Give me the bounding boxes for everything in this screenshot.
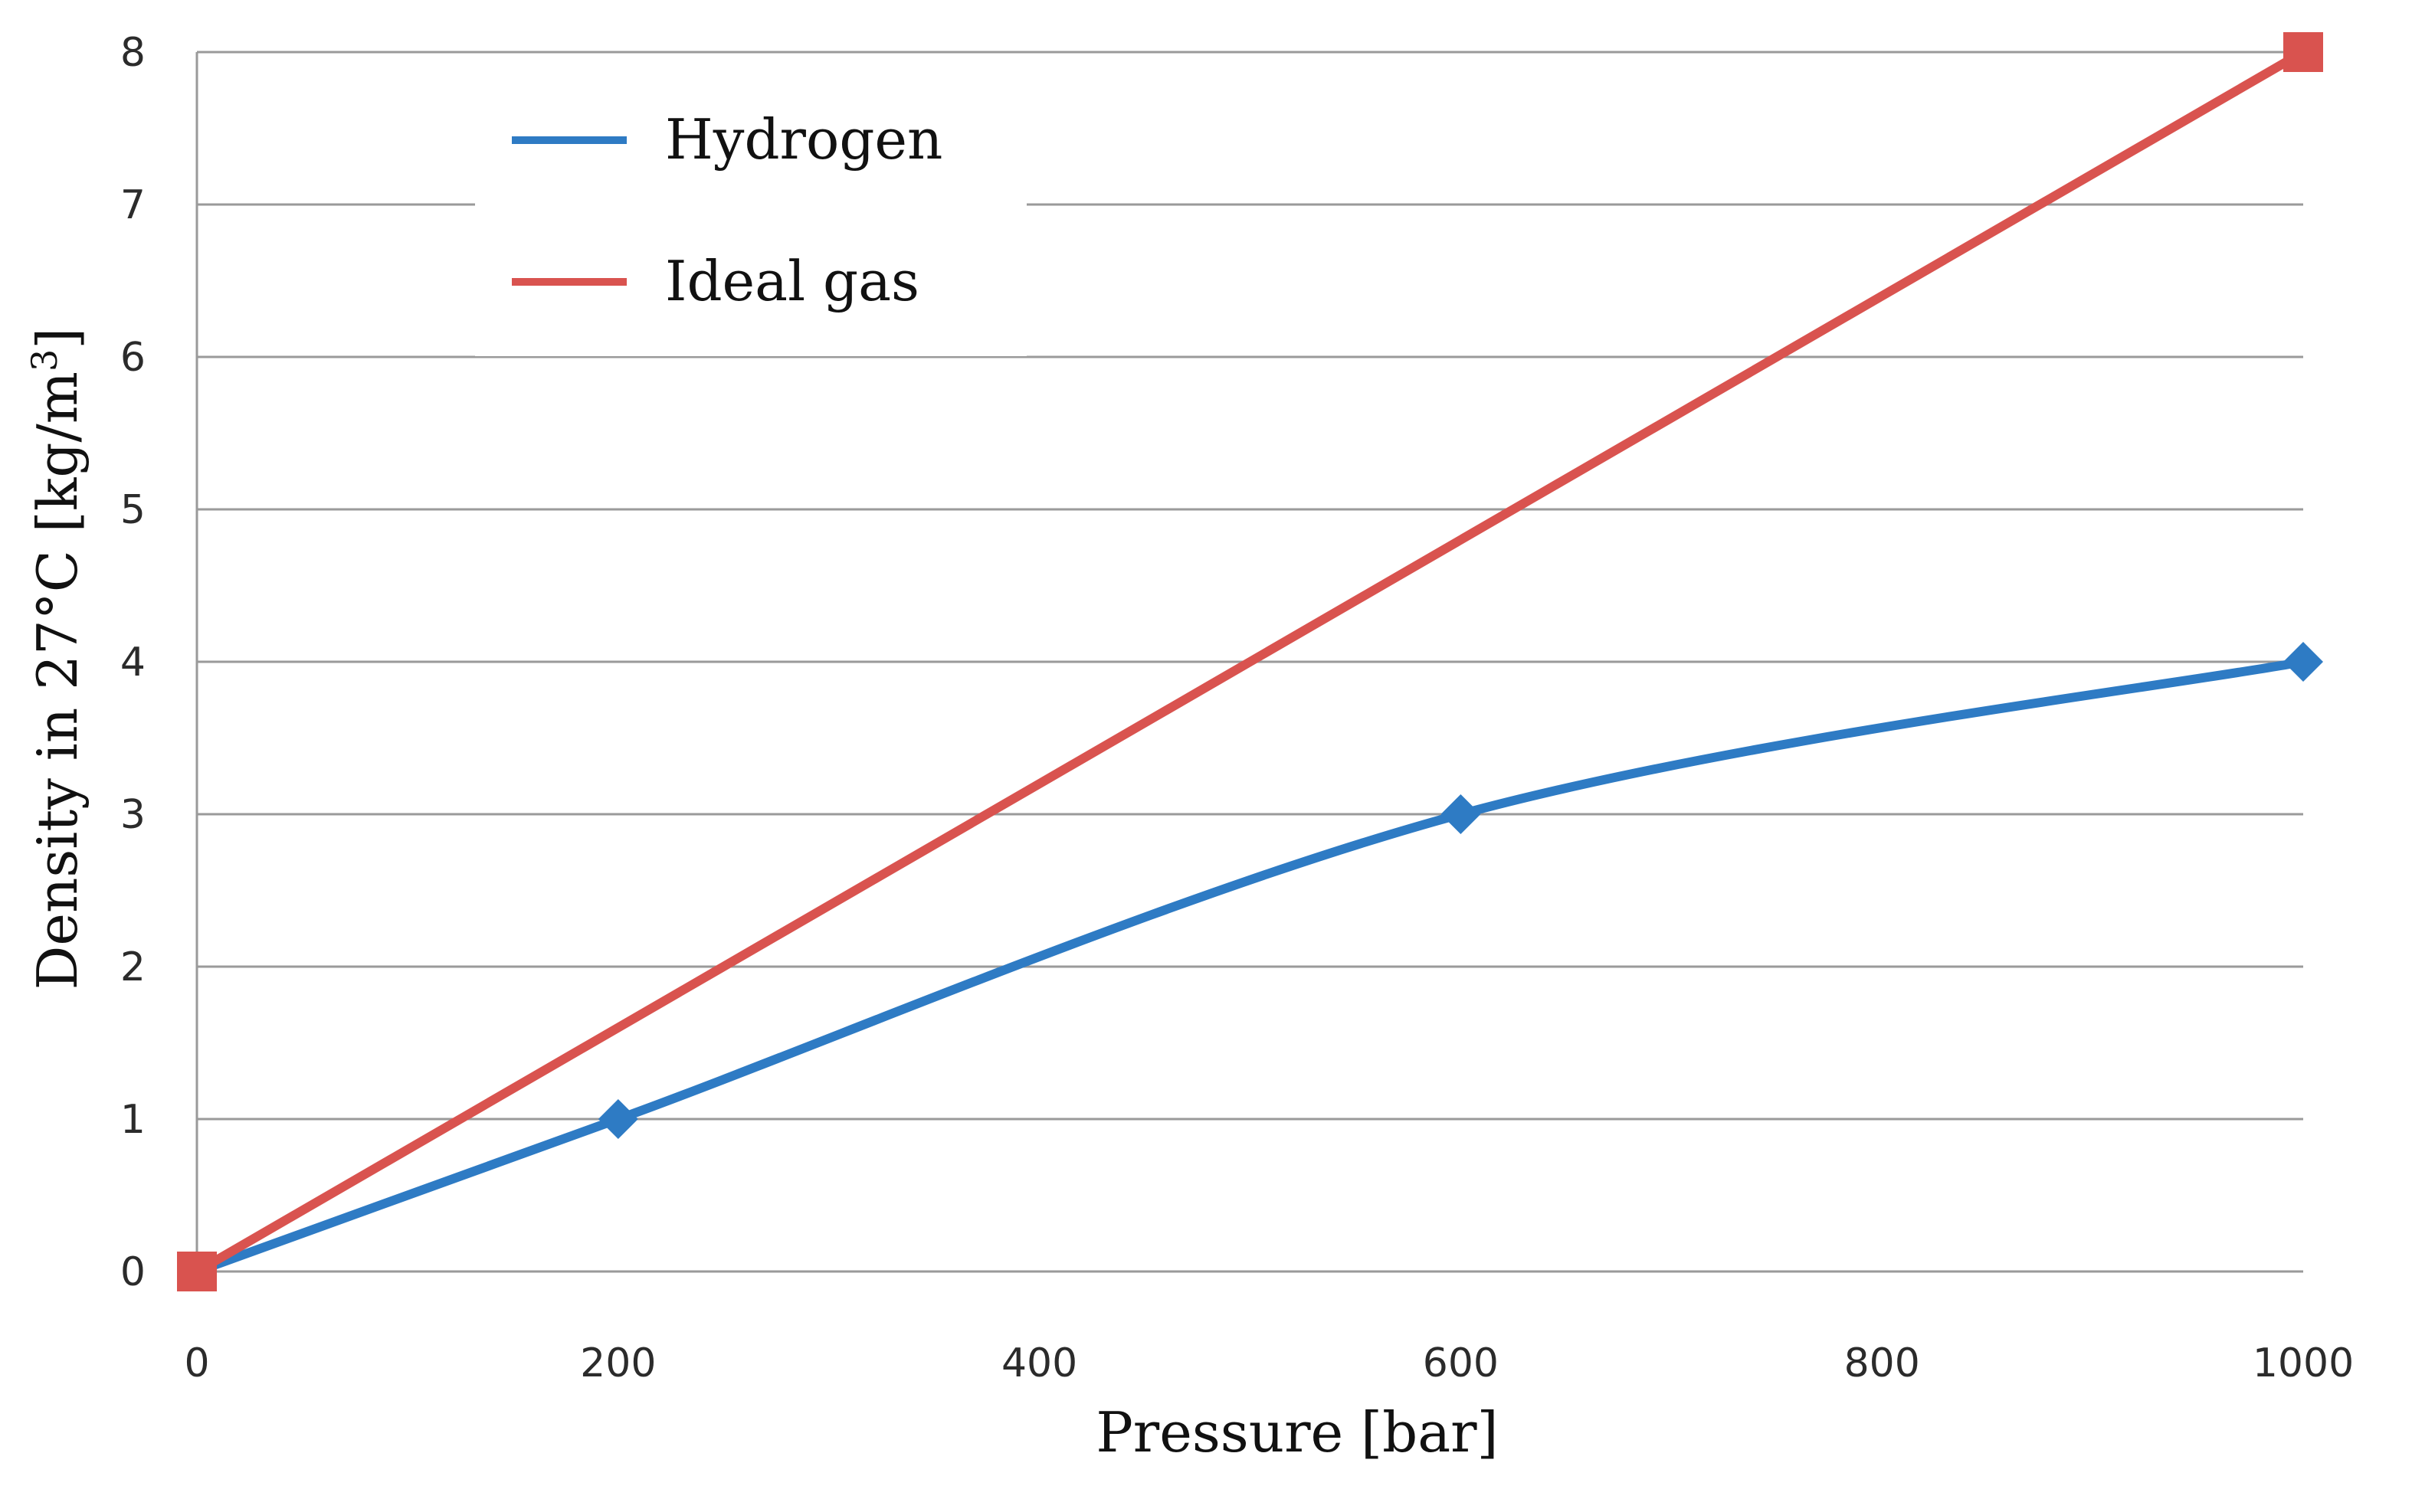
data-point-marker xyxy=(1440,794,1481,834)
y-tick-label: 4 xyxy=(120,640,146,686)
data-point-marker xyxy=(177,1252,217,1291)
y-axis-title-superscript: 3 xyxy=(24,349,65,371)
series-ideal-gas xyxy=(177,32,2323,1291)
x-tick-label: 1000 xyxy=(2253,1340,2354,1386)
series-line xyxy=(194,47,2306,1276)
x-tick-label: 0 xyxy=(184,1340,209,1386)
y-tick-labels: 0 1 2 3 4 5 6 7 8 xyxy=(120,30,146,1295)
legend: Hydrogen Ideal gas xyxy=(475,84,1027,356)
y-tick-label: 6 xyxy=(120,335,146,381)
legend-label: Ideal gas xyxy=(665,249,919,313)
y-tick-label: 0 xyxy=(120,1249,146,1295)
x-tick-label: 400 xyxy=(1001,1340,1077,1386)
series-line xyxy=(195,657,2305,1276)
y-tick-label: 1 xyxy=(120,1097,146,1143)
y-axis-title-main: Density in 27°C [kg/m xyxy=(25,371,90,990)
legend-label: Hydrogen xyxy=(665,107,942,172)
y-tick-label: 7 xyxy=(120,182,146,228)
y-tick-label: 3 xyxy=(120,792,146,838)
x-tick-labels: 0 200 400 600 800 1000 xyxy=(184,1340,2354,1386)
data-point-marker xyxy=(598,1099,638,1139)
series xyxy=(177,32,2323,1291)
x-tick-label: 600 xyxy=(1423,1340,1499,1386)
data-point-marker xyxy=(2283,32,2323,72)
y-axis-title-close: ] xyxy=(25,328,90,349)
legend-background xyxy=(475,84,1027,356)
data-point-marker xyxy=(2283,642,2323,682)
y-tick-label: 8 xyxy=(120,30,146,76)
y-tick-label: 5 xyxy=(120,487,146,533)
y-tick-label: 2 xyxy=(120,944,146,990)
x-tick-label: 800 xyxy=(1844,1340,1920,1386)
x-axis-title: Pressure [bar] xyxy=(1096,1400,1498,1465)
x-tick-label: 200 xyxy=(580,1340,656,1386)
y-axis-title: Density in 27°C [kg/m3] xyxy=(24,328,90,990)
